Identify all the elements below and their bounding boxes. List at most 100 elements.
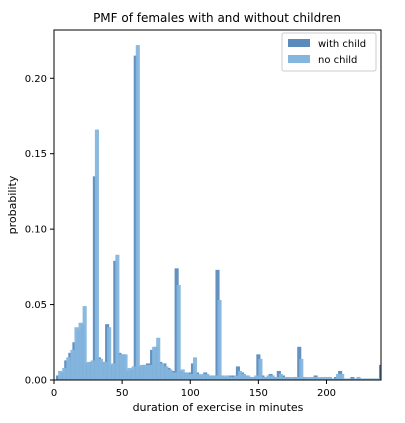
bar-no-child-62 <box>311 376 316 380</box>
bar-no-child-35 <box>201 373 206 380</box>
bar-no-child-58 <box>295 376 300 380</box>
bar-no-child-74 <box>360 378 365 380</box>
bar-no-child-30 <box>180 369 185 380</box>
bar-no-child-6 <box>82 306 87 380</box>
bar-no-child-53 <box>274 376 279 380</box>
bar-no-child-64 <box>319 376 324 380</box>
bar-no-child-78 <box>376 378 381 380</box>
bar-no-child-14 <box>115 254 120 380</box>
bar-no-child-66 <box>327 376 332 380</box>
bar-no-child-3 <box>70 349 75 380</box>
plot-frame <box>53 29 382 381</box>
bar-no-child-24 <box>156 337 161 380</box>
bar-no-child-11 <box>103 361 108 380</box>
bar-no-child-16 <box>123 354 128 380</box>
bar-no-child-43 <box>233 375 238 380</box>
bar-no-child-19 <box>135 45 140 381</box>
x-tick-label: 100 <box>181 388 200 399</box>
bar-no-child-75 <box>364 378 369 380</box>
bar-no-child-31 <box>184 372 189 380</box>
x-tick-label: 0 <box>51 388 57 399</box>
bar-no-child-4 <box>74 327 79 380</box>
bar-with-child-49 <box>256 354 261 380</box>
bar-no-child-36 <box>205 373 210 380</box>
bar-no-child-21 <box>143 364 149 380</box>
bar-no-child-76 <box>368 378 373 380</box>
bar-no-child-59 <box>299 358 304 380</box>
bar-no-child-9 <box>94 129 99 380</box>
bar-no-child-40 <box>221 375 226 380</box>
x-axis-title: duration of exercise in minutes <box>133 401 304 414</box>
bar-no-child-57 <box>291 376 296 380</box>
bar-no-child-54 <box>278 373 283 380</box>
y-tick-label: 0.10 <box>25 225 47 236</box>
bar-no-child-56 <box>286 376 292 380</box>
bar-no-child-18 <box>131 366 136 380</box>
bar-no-child-1 <box>62 367 67 380</box>
bar-no-child-77 <box>372 378 377 380</box>
bar-no-child-47 <box>250 376 255 380</box>
bar-no-child-67 <box>331 378 337 380</box>
bar-no-child-60 <box>303 376 308 380</box>
bar-no-child-72 <box>352 378 357 380</box>
bar-no-child-28 <box>172 372 177 380</box>
bar-no-child-41 <box>225 375 230 380</box>
bar-no-child-32 <box>188 373 193 380</box>
x-tick-label: 200 <box>317 388 336 399</box>
bar-no-child-51 <box>266 375 271 380</box>
legend-swatch-with-child <box>288 39 310 47</box>
bar-with-child-29 <box>174 268 179 380</box>
bar-no-child-12 <box>107 327 112 380</box>
bar-no-child-23 <box>152 346 157 380</box>
y-tick-label: 0.15 <box>25 149 47 160</box>
bar-no-child-73 <box>356 376 361 380</box>
legend-label-no-child: no child <box>318 55 357 66</box>
bar-no-child-46 <box>246 375 251 380</box>
bar-with-child-12 <box>105 324 110 380</box>
bar-no-child-8 <box>90 360 95 380</box>
bar-no-child-52 <box>270 375 275 380</box>
bar-no-child-34 <box>197 373 202 380</box>
bar-no-child-68 <box>336 373 341 380</box>
bar-with-child-44 <box>235 366 240 380</box>
bar-no-child-17 <box>127 367 132 380</box>
y-tick-label: 0.05 <box>25 300 47 311</box>
legend-label-with-child: with child <box>318 39 366 50</box>
bar-no-child-45 <box>242 373 247 380</box>
bar-no-child-13 <box>111 363 116 380</box>
bar-no-child-63 <box>315 376 320 380</box>
bar-no-child-70 <box>344 378 349 380</box>
chart-title: PMF of females with and without children <box>93 11 341 25</box>
y-tick-label: 0.00 <box>25 376 47 387</box>
bar-no-child-7 <box>86 361 91 380</box>
bar-no-child-71 <box>348 378 353 380</box>
y-axis-ticks: 0.00 0.05 0.10 0.15 0.20 <box>25 74 54 387</box>
bar-no-child-33 <box>192 357 198 380</box>
bar-with-child-79 <box>378 364 381 380</box>
bar-no-child-20 <box>139 364 144 380</box>
bar-with-child-0 <box>56 375 61 380</box>
bar-no-child-25 <box>160 363 165 380</box>
bar-no-child-39 <box>217 300 222 380</box>
legend-swatch-no-child <box>288 55 310 63</box>
bar-no-child-15 <box>119 354 124 380</box>
bar-no-child-44 <box>237 370 243 380</box>
bar-no-child-22 <box>148 364 153 380</box>
bar-no-child-49 <box>258 358 263 380</box>
y-tick-label: 0.20 <box>25 74 47 85</box>
x-tick-label: 50 <box>116 388 129 399</box>
bar-with-child-9 <box>92 176 97 380</box>
bar-no-child-50 <box>262 376 267 380</box>
x-tick-label: 150 <box>249 388 268 399</box>
legend: with child no child <box>281 32 377 72</box>
bar-no-child-2 <box>66 357 71 380</box>
bar-no-child-0 <box>58 370 63 380</box>
x-axis-ticks: 0 50 100 150 200 <box>51 380 336 399</box>
bar-no-child-55 <box>282 376 287 380</box>
bar-no-child-61 <box>307 376 312 380</box>
bar-no-child-10 <box>98 358 104 380</box>
bar-no-child-42 <box>229 376 234 380</box>
bar-no-child-65 <box>323 376 328 380</box>
bar-no-child-26 <box>164 366 169 380</box>
